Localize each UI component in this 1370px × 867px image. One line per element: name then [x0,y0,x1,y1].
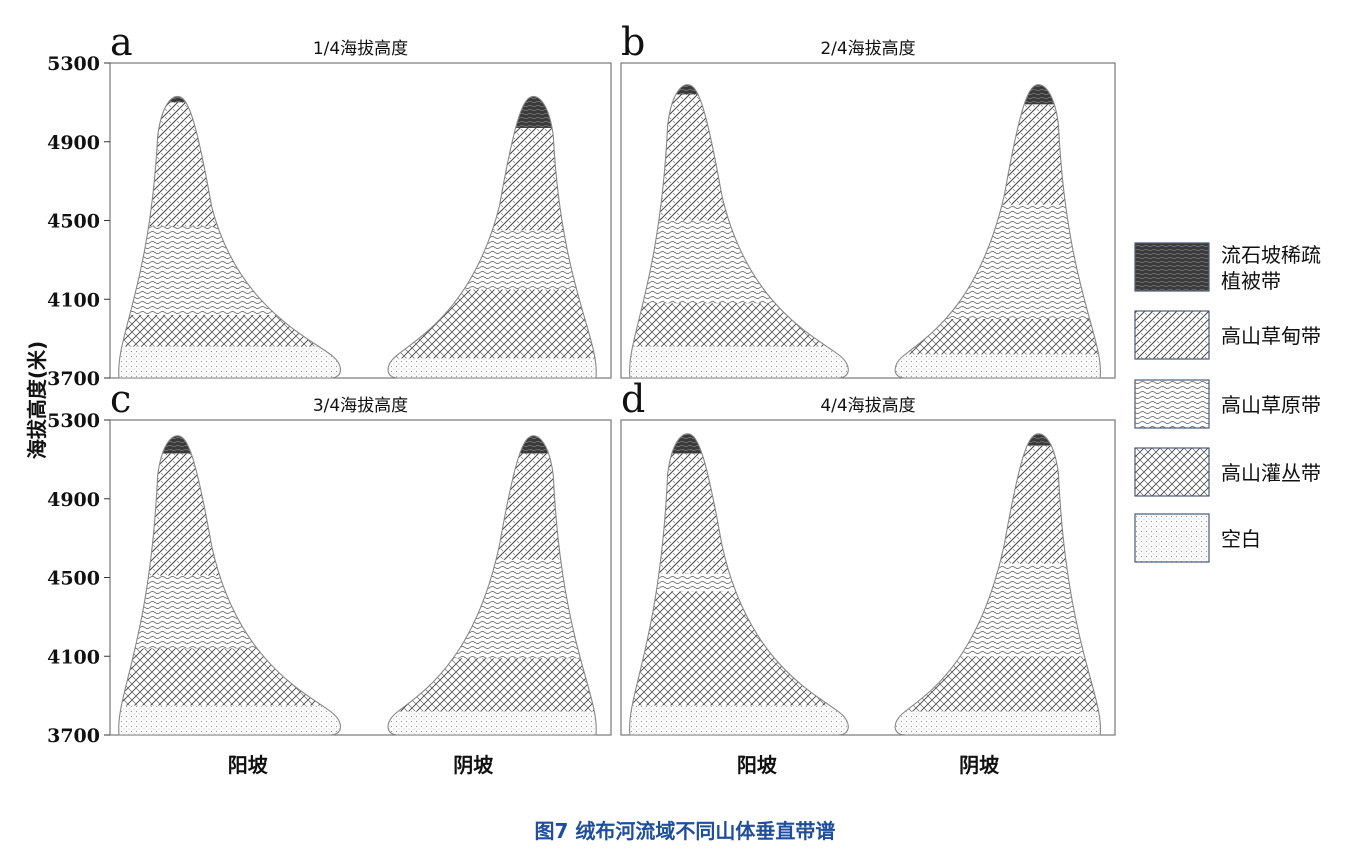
legend-item: 流石坡稀疏植被带 [1134,242,1321,293]
y-axis-label: 海拔高度(米) [25,341,49,459]
panel-b: b 2/4海拔高度 [620,20,1116,379]
x-category-label: 阴坡 [959,753,1000,777]
slope-outline [387,435,597,736]
cross-hatch-swatch [1134,447,1210,497]
panel-letter: a [110,20,133,64]
panel-letter: c [110,377,131,421]
legend-label: 高山草原带 [1221,393,1321,417]
y-tick-label: 4100 [47,646,100,668]
band-blank [118,346,341,378]
y-tick-label: 4100 [47,289,100,311]
band-blank [895,354,1101,378]
panel-title: 2/4海拔高度 [820,39,915,59]
panel-title: 4/4海拔高度 [820,396,915,416]
legend-label: 流石坡稀疏植被带 [1221,243,1321,293]
y-tick-label: 4500 [47,568,100,590]
slope-outline [894,433,1102,736]
y-tick-label: 4500 [47,211,100,233]
slope-outline [894,84,1102,379]
y-tick-label: 5300 [47,410,100,432]
wave-hatch-swatch [1134,379,1210,429]
legend-label: 高山灌丛带 [1221,461,1321,485]
panel-c: c 3/4海拔高度 3700 4100 4500 4900 5300 阳坡 阴坡 [47,377,612,777]
band-blank [629,346,849,378]
band-blank [895,711,1101,735]
figure-caption: 图7 绒布河流域不同山体垂直带谱 [534,819,836,843]
x-category-label: 阳坡 [228,753,269,777]
legend-item: 空白 [1134,513,1261,563]
diagonal-hatch-swatch [1134,310,1210,360]
x-category-label: 阴坡 [453,753,494,777]
panels: a 1/4海拔高度 3700 4100 4500 4900 5300 b 2/4海拔高度 c 3/4… [47,20,1116,777]
panel-title: 3/4海拔高度 [313,396,408,416]
band-blank [118,705,341,735]
x-category-label: 阳坡 [737,753,778,777]
panel-letter: d [621,377,645,421]
slope-outline [118,95,342,379]
dark-wave-swatch [1134,242,1210,292]
band-blank [629,705,849,735]
slope-outline [629,433,849,736]
y-tick-label: 5300 [47,53,100,75]
slope-outline [629,84,849,379]
panel-a: a 1/4海拔高度 3700 4100 4500 4900 5300 [47,20,612,390]
panel-letter: b [621,20,645,64]
slope-outline [387,95,597,379]
legend-item: 高山草原带 [1134,379,1321,429]
legend-item: 高山草甸带 [1134,310,1321,360]
y-tick-label: 4900 [47,489,100,511]
y-tick-label: 3700 [47,368,100,390]
band-blank [387,711,597,735]
y-tick-label: 4900 [47,132,100,154]
legend-label: 高山草甸带 [1221,324,1321,348]
legend-label: 空白 [1221,527,1261,551]
slope-outline [118,435,342,736]
legend-item: 高山灌丛带 [1134,447,1321,497]
band-blank [387,358,597,378]
panel-title: 1/4海拔高度 [313,39,408,59]
dot-swatch [1134,513,1210,563]
y-tick-label: 3700 [47,725,100,747]
